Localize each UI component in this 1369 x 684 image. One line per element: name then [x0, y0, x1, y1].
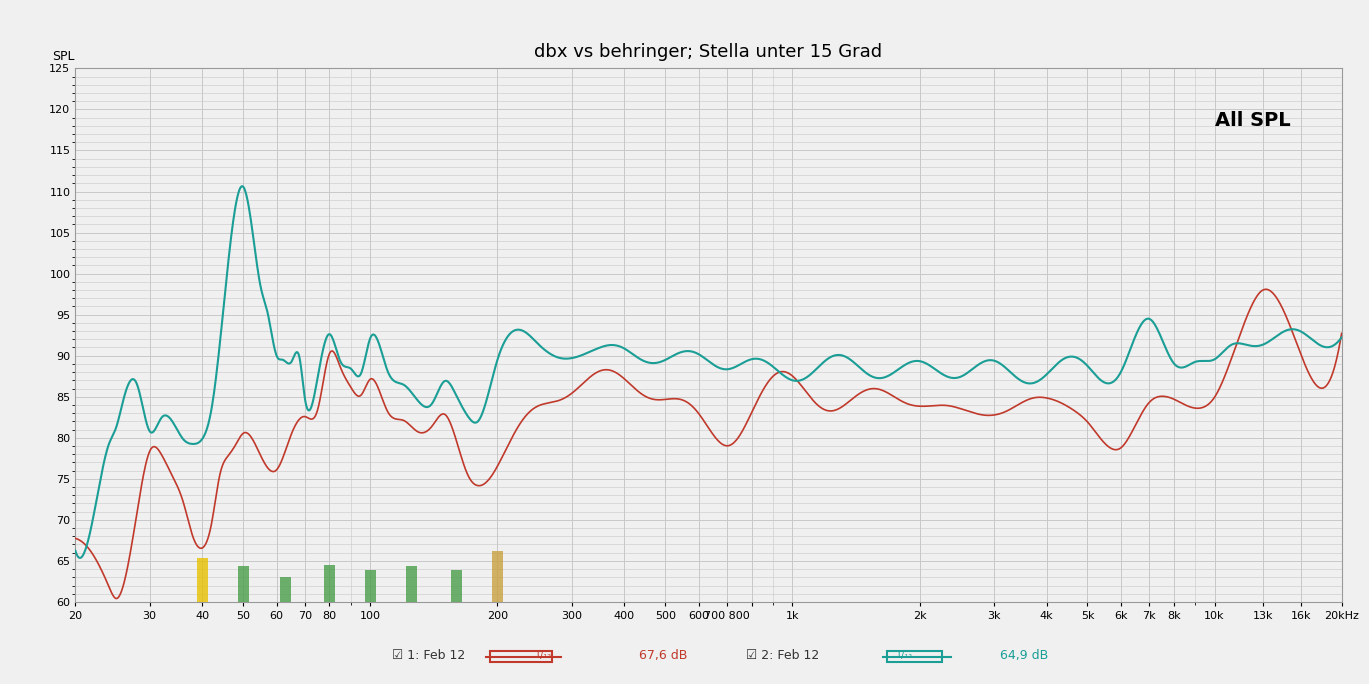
Bar	[281, 577, 292, 602]
Text: 64,9 dB: 64,9 dB	[999, 648, 1047, 662]
Bar	[450, 570, 461, 602]
Bar	[197, 558, 208, 602]
Text: All SPL: All SPL	[1216, 111, 1291, 130]
Text: ☑ 1: Feb 12: ☑ 1: Feb 12	[392, 648, 465, 662]
Text: ☑ 2: Feb 12: ☑ 2: Feb 12	[746, 648, 820, 662]
Bar	[364, 570, 375, 602]
Text: SPL: SPL	[52, 50, 75, 63]
Text: 1/₁₂: 1/₁₂	[897, 650, 913, 660]
Text: 1/₁₂: 1/₁₂	[535, 650, 553, 660]
Bar	[491, 551, 502, 602]
Bar	[238, 566, 249, 602]
Bar	[324, 566, 335, 602]
Title: dbx vs behringer; Stella unter 15 Grad: dbx vs behringer; Stella unter 15 Grad	[534, 43, 883, 62]
Bar	[405, 566, 416, 602]
Text: 67,6 dB: 67,6 dB	[639, 648, 687, 662]
